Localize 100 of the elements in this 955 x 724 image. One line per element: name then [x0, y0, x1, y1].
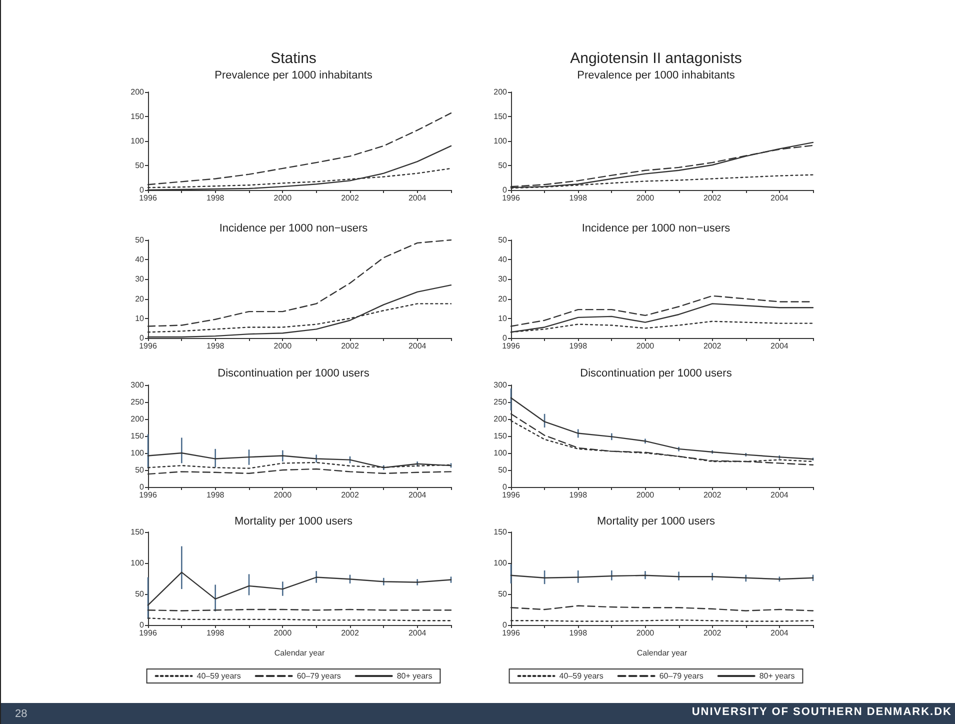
- y-tick-label: 150: [130, 112, 145, 121]
- y-tick-label: 150: [130, 432, 145, 440]
- x-tick-label: 2004: [408, 194, 427, 202]
- y-tick-label: 30: [135, 274, 145, 284]
- x-tick-label: 2002: [703, 342, 722, 350]
- x-tick-label: 2000: [274, 628, 292, 638]
- text: 28: [15, 708, 28, 720]
- x-tick-label: 1998: [569, 628, 588, 638]
- y-tick-label: 10: [498, 314, 508, 323]
- y-tick-label: 100: [494, 136, 508, 146]
- x-tick-label: 2004: [770, 342, 789, 350]
- text: UNIVERSITY OF SOUTHERN DENMARK.DK: [692, 706, 952, 718]
- chart-title: Discontinuation per 1000 users: [218, 368, 370, 380]
- chart-subtitle: Prevalence per 1000 inhabitants: [214, 70, 373, 82]
- legend-label: 80+ years: [759, 672, 795, 680]
- x-tick-label: 2004: [408, 490, 427, 500]
- y-tick-label: 0: [502, 482, 508, 492]
- x-tick-label: 2000: [274, 342, 292, 350]
- chart-title: Incidence per 1000 non−users: [219, 222, 368, 234]
- x-tick-label: 1996: [139, 194, 158, 202]
- y-tick-label: 0: [502, 186, 508, 194]
- y-tick-label: 40: [498, 255, 508, 264]
- y-tick-label: 50: [135, 590, 145, 598]
- y-tick-label: 0: [140, 334, 145, 342]
- y-tick-label: 100: [494, 558, 508, 568]
- y-tick-label: 10: [135, 314, 145, 323]
- y-tick-label: 20: [498, 294, 508, 304]
- legend-label: 80+ years: [396, 672, 432, 680]
- x-tick-label: 1998: [206, 628, 225, 638]
- y-tick-label: 50: [135, 236, 145, 244]
- chart-subtitle: Prevalence per 1000 inhabitants: [577, 70, 736, 82]
- y-tick-label: 100: [130, 448, 145, 458]
- y-tick-label: 0: [502, 334, 508, 342]
- x-tick-label: 2002: [341, 628, 360, 638]
- y-tick-label: 50: [498, 590, 508, 598]
- x-tick-label: 1996: [502, 342, 520, 350]
- y-tick-label: 300: [130, 380, 145, 390]
- legend-label: 60–79 years: [296, 672, 341, 680]
- y-tick-label: 200: [494, 414, 508, 424]
- x-axis-title: Calendar year: [274, 648, 325, 658]
- x-tick-label: 1998: [206, 342, 225, 350]
- y-tick-label: 100: [494, 448, 508, 458]
- y-tick-label: 300: [494, 380, 508, 390]
- x-tick-label: 2002: [703, 490, 722, 500]
- y-tick-label: 50: [135, 161, 145, 170]
- x-tick-label: 1998: [569, 194, 588, 202]
- x-tick-label: 1996: [139, 628, 158, 638]
- chart-title: Mortality per 1000 users: [234, 516, 353, 528]
- x-tick-label: 1996: [139, 342, 158, 350]
- x-tick-label: 2004: [408, 342, 427, 350]
- x-tick-label: 2000: [274, 194, 292, 202]
- x-tick-label: 2004: [770, 490, 789, 500]
- x-tick-label: 2004: [770, 628, 789, 638]
- x-tick-label: 2004: [408, 628, 427, 638]
- x-axis-title: Calendar year: [636, 648, 688, 658]
- x-tick-label: 2002: [703, 194, 722, 202]
- y-tick-label: 200: [494, 88, 508, 96]
- legend-label: 40–59 years: [559, 672, 604, 680]
- x-tick-label: 2002: [341, 490, 360, 500]
- y-tick-label: 40: [135, 255, 145, 264]
- x-tick-label: 2004: [770, 194, 789, 202]
- chart-title: Angiotensin II antagonists: [570, 50, 742, 67]
- x-tick-label: 2000: [636, 490, 655, 500]
- x-tick-label: 1996: [502, 194, 520, 202]
- x-tick-label: 2000: [274, 490, 292, 500]
- x-tick-label: 1998: [206, 490, 225, 500]
- y-tick-label: 200: [130, 88, 145, 96]
- chart-title: Statins: [270, 50, 316, 67]
- x-tick-label: 1996: [502, 490, 520, 500]
- x-tick-label: 1998: [569, 490, 588, 500]
- y-tick-label: 0: [140, 186, 145, 194]
- chart-title: Discontinuation per 1000 users: [580, 368, 732, 380]
- chart-title: Incidence per 1000 non−users: [582, 222, 731, 234]
- y-tick-label: 150: [494, 528, 508, 536]
- y-tick-label: 50: [498, 161, 508, 170]
- y-tick-label: 100: [130, 136, 145, 146]
- y-tick-label: 50: [135, 466, 145, 474]
- y-tick-label: 150: [130, 528, 145, 536]
- x-tick-label: 2002: [341, 194, 360, 202]
- x-tick-label: 2002: [341, 342, 360, 350]
- y-tick-label: 200: [130, 414, 145, 424]
- y-tick-label: 20: [135, 294, 145, 304]
- y-tick-label: 50: [498, 236, 508, 244]
- y-tick-label: 250: [494, 398, 508, 406]
- y-tick-label: 150: [494, 432, 508, 440]
- x-tick-label: 1998: [206, 194, 225, 202]
- x-tick-label: 1998: [569, 342, 588, 350]
- legend-label: 40–59 years: [196, 672, 241, 680]
- chart-title: Mortality per 1000 users: [597, 516, 716, 528]
- x-tick-label: 2000: [636, 628, 655, 638]
- y-tick-label: 100: [130, 558, 145, 568]
- y-tick-label: 30: [498, 274, 508, 284]
- y-tick-label: 0: [140, 620, 145, 630]
- legend-label: 60–79 years: [659, 672, 704, 680]
- y-tick-label: 250: [130, 398, 145, 406]
- y-tick-label: 0: [502, 620, 508, 630]
- y-tick-label: 50: [498, 466, 508, 474]
- x-tick-label: 2000: [636, 194, 655, 202]
- y-tick-label: 150: [494, 112, 508, 121]
- y-tick-label: 0: [140, 482, 145, 492]
